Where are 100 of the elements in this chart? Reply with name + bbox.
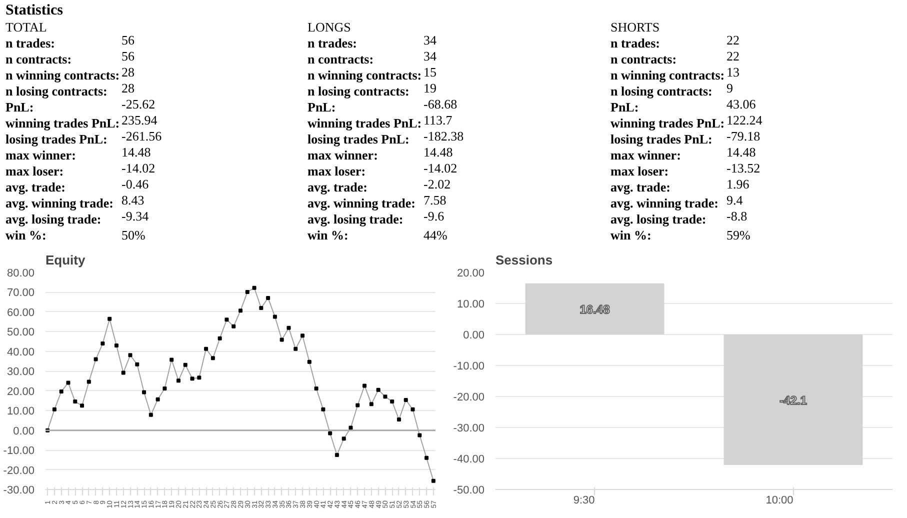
text: -182.38 xyxy=(424,128,464,144)
text: avg. trade: xyxy=(6,180,66,194)
text: -9.34 xyxy=(122,208,150,224)
text: 34 xyxy=(424,48,437,64)
text: n contracts: xyxy=(6,52,72,66)
text: n trades: xyxy=(610,36,660,50)
text: Statistics xyxy=(6,2,64,18)
y-tick-label: -20.00 xyxy=(453,392,485,404)
text: 22 xyxy=(726,48,740,64)
text: win %: xyxy=(6,228,46,242)
text: -79.18 xyxy=(726,128,760,144)
text: PnL: xyxy=(308,100,336,114)
text: 14.48 xyxy=(424,144,453,160)
y-tick-label: 20.00 xyxy=(456,268,485,280)
text: 235.94 xyxy=(122,112,158,128)
y-tick-label: 0.00 xyxy=(13,425,35,438)
text: losing trades PnL: xyxy=(610,132,712,146)
text: -68.68 xyxy=(424,96,458,112)
text: n trades: xyxy=(308,36,357,50)
text: n losing contracts: xyxy=(610,84,712,98)
text: losing trades PnL: xyxy=(6,132,108,146)
x-tick-label: 10:00 xyxy=(766,494,794,506)
y-tick-label: 70.00 xyxy=(6,287,35,300)
text: 113.7 xyxy=(424,112,453,128)
text: -261.56 xyxy=(122,128,162,144)
y-tick-label: 50.00 xyxy=(6,326,35,339)
text: 59% xyxy=(726,228,750,242)
text: 7.58 xyxy=(424,192,446,208)
y-tick-label: 20.00 xyxy=(6,386,35,398)
text: avg. losing trade: xyxy=(6,212,102,226)
text: -0.46 xyxy=(122,176,150,192)
text: 9 xyxy=(726,80,733,96)
text: 34 xyxy=(424,32,437,48)
text: 28 xyxy=(122,64,134,80)
text: avg. trade: xyxy=(610,180,670,194)
text: 28 xyxy=(122,80,134,96)
y-tick-label: -10.00 xyxy=(453,360,485,372)
text: winning trades PnL: xyxy=(6,116,120,130)
text: win %: xyxy=(610,228,652,242)
text: 122.24 xyxy=(726,112,763,128)
y-tick-label: 10.00 xyxy=(456,298,485,310)
y-tick-label: -40.00 xyxy=(453,454,485,466)
text: 44% xyxy=(424,228,448,242)
text: PnL: xyxy=(6,100,34,114)
text: max winner: xyxy=(6,148,76,162)
text: 56 xyxy=(122,48,135,64)
chart-title: Equity xyxy=(46,252,86,268)
text: n winning contracts: xyxy=(610,68,725,82)
text: 8.43 xyxy=(122,192,144,208)
text: 43.06 xyxy=(726,96,756,112)
y-tick-label: -30.00 xyxy=(453,422,485,434)
text: n losing contracts: xyxy=(6,84,108,98)
text: losing trades PnL: xyxy=(308,132,410,146)
text: 50% xyxy=(122,228,146,242)
text: 19 xyxy=(424,80,436,96)
text: avg. winning trade: xyxy=(610,196,718,210)
text: avg. winning trade: xyxy=(308,196,416,210)
text: max loser: xyxy=(6,164,64,178)
text: avg. winning trade: xyxy=(6,196,114,210)
text: -14.02 xyxy=(122,160,156,176)
text: 1.96 xyxy=(726,176,750,192)
text: 22 xyxy=(726,32,740,48)
x-tick-label: 9:30 xyxy=(573,494,595,506)
text: -14.02 xyxy=(424,160,458,176)
text: win %: xyxy=(308,228,348,242)
text: 56 xyxy=(122,32,135,48)
text: 9.4 xyxy=(726,192,744,208)
text: PnL: xyxy=(610,100,639,114)
chart-title: Sessions xyxy=(496,252,553,268)
y-tick-label: 80.00 xyxy=(6,268,35,280)
y-tick-label: 30.00 xyxy=(6,366,35,378)
text: -25.62 xyxy=(122,96,156,112)
text: avg. trade: xyxy=(308,180,368,194)
text: 15 xyxy=(424,64,436,80)
y-tick-label: 0.00 xyxy=(463,330,485,342)
y-tick-label: -10.00 xyxy=(3,445,35,458)
text: n contracts: xyxy=(308,52,374,66)
text: max loser: xyxy=(610,164,669,178)
y-tick-label: 10.00 xyxy=(6,406,35,418)
y-tick-label: -50.00 xyxy=(453,484,485,496)
text: n winning contracts: xyxy=(6,68,120,82)
text: avg. losing trade: xyxy=(610,212,706,226)
text: max winner: xyxy=(610,148,681,162)
y-tick-label: -30.00 xyxy=(3,484,35,496)
text: -9.6 xyxy=(424,208,445,224)
text: 13 xyxy=(726,64,740,80)
y-tick-label: 40.00 xyxy=(6,346,35,358)
text: max loser: xyxy=(308,164,366,178)
text: n contracts: xyxy=(610,52,677,66)
y-tick-label: -20.00 xyxy=(3,464,35,477)
text: n trades: xyxy=(6,36,55,50)
text: -8.8 xyxy=(726,208,748,224)
text: 14.48 xyxy=(122,144,151,160)
text: SHORTS xyxy=(610,20,660,34)
text: n winning contracts: xyxy=(308,68,422,82)
text: max winner: xyxy=(308,148,378,162)
text: n losing contracts: xyxy=(308,84,410,98)
text: -13.52 xyxy=(726,160,760,176)
text: winning trades PnL: xyxy=(308,116,422,130)
data-label: 16.48 xyxy=(580,302,610,316)
